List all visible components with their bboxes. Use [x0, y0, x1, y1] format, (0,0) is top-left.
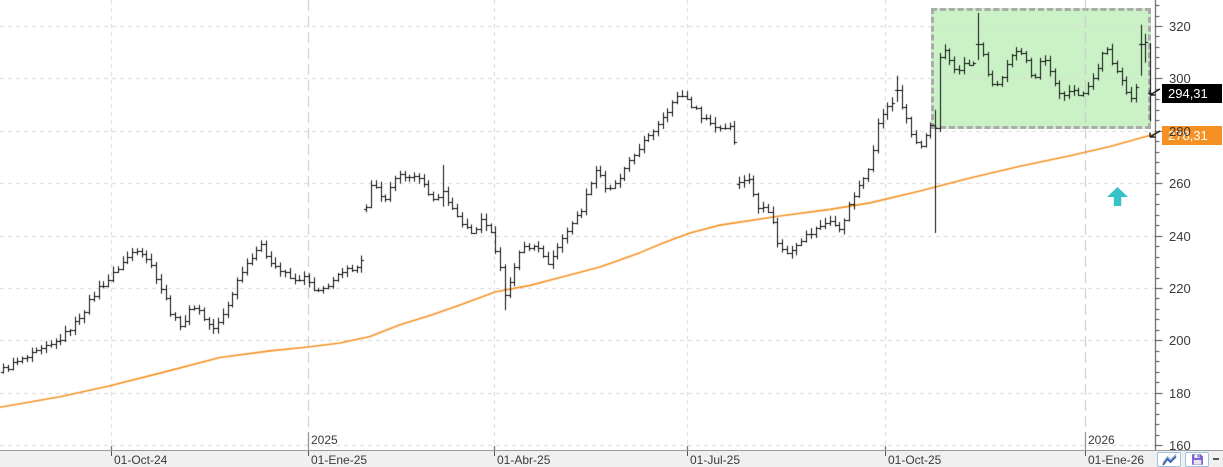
edge-fragment [1213, 458, 1219, 460]
x-axis-label: 01-Oct-24 [114, 453, 168, 467]
x-axis-tick [494, 451, 495, 456]
price-chart-canvas[interactable] [0, 0, 1223, 450]
save-button[interactable] [1185, 452, 1209, 467]
plot-area: 294,31 278,31 320 300 280 260 240 220 200 180 16… [0, 0, 1223, 453]
y-axis-label: 320 [1169, 19, 1191, 34]
x-axis-tick [1085, 451, 1086, 456]
last-price-tag: 294,31 [1162, 84, 1222, 103]
y-axis-label: 220 [1169, 281, 1191, 296]
indicator-button[interactable] [1157, 452, 1181, 467]
floppy-icon [1191, 454, 1203, 465]
zigzag-icon [1161, 453, 1177, 466]
buy-signal-arrow[interactable] [1106, 186, 1128, 206]
x-axis-label: 01-Ene-26 [1088, 453, 1145, 467]
last-price-arrow-icon [1149, 88, 1161, 96]
y-axis-label: 240 [1169, 229, 1191, 244]
ma-price-arrow-icon [1149, 130, 1161, 138]
y-axis-label: 180 [1169, 386, 1191, 401]
time-axis-strip: 01-Oct-24 01-Ene-25 01-Abr-25 01-Jul-25 01-O… [0, 450, 1223, 467]
year-label: 2026 [1088, 433, 1115, 447]
year-label: 2025 [311, 433, 338, 447]
y-axis-label: 260 [1169, 176, 1191, 191]
y-axis-label: 280 [1169, 124, 1191, 139]
y-axis-label: 200 [1169, 333, 1191, 348]
x-axis-tick [111, 451, 112, 456]
ma-price-tag: 278,31 [1162, 126, 1222, 145]
x-axis-label: 01-Ene-25 [311, 453, 368, 467]
x-axis-label: 01-Abr-25 [497, 453, 551, 467]
x-axis-tick [308, 451, 309, 456]
x-axis-label: 01-Jul-25 [690, 453, 741, 467]
y-axis-label: 160 [1169, 438, 1191, 453]
x-axis-label: 01-Oct-25 [888, 453, 942, 467]
y-axis-label: 300 [1169, 71, 1191, 86]
x-axis-tick [885, 451, 886, 456]
x-axis-tick [687, 451, 688, 456]
